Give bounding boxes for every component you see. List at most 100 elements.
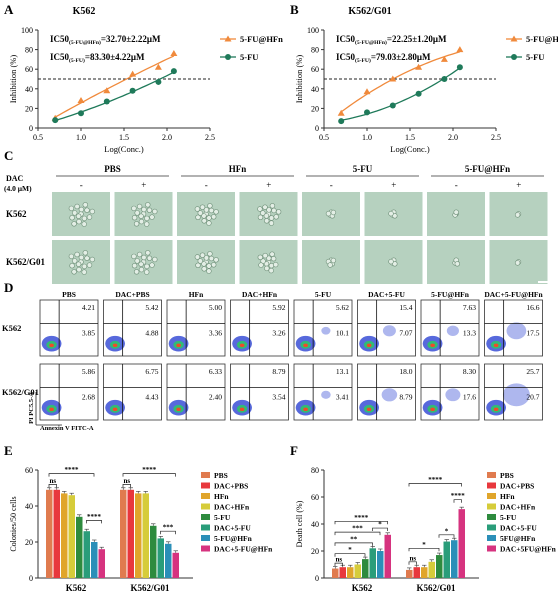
legend-label: 5FU@HFn bbox=[500, 534, 536, 543]
bar bbox=[339, 567, 346, 578]
cell bbox=[264, 218, 270, 224]
cell bbox=[71, 269, 77, 275]
plot-frame bbox=[103, 363, 162, 421]
bar bbox=[91, 542, 98, 578]
category-label: K562 bbox=[66, 583, 87, 593]
condition-label: 5-FU bbox=[315, 290, 332, 299]
category-label: K562/G01 bbox=[130, 583, 170, 593]
y-axis-label: Colonies/50 cells bbox=[9, 496, 18, 551]
panel-label-a: A bbox=[4, 2, 14, 17]
bar bbox=[135, 493, 142, 578]
legend-swatch bbox=[487, 482, 496, 489]
x-axis-label: Log(Conc.) bbox=[390, 144, 430, 154]
cell bbox=[86, 262, 93, 268]
bar bbox=[83, 531, 90, 578]
legend-swatch bbox=[201, 472, 210, 478]
cell bbox=[149, 262, 155, 268]
cell bbox=[144, 263, 150, 270]
event-cloud-peak bbox=[366, 343, 372, 348]
event-spread bbox=[321, 390, 331, 399]
sig-label: **** bbox=[451, 492, 466, 500]
sig-label: **** bbox=[142, 466, 157, 474]
bar bbox=[142, 493, 149, 578]
cell bbox=[138, 213, 144, 219]
condition-label: DAC+PBS bbox=[115, 290, 149, 299]
bar bbox=[98, 549, 105, 578]
bar bbox=[332, 568, 339, 578]
x-axis-label: Log(Conc.) bbox=[104, 144, 144, 154]
cell bbox=[74, 203, 80, 210]
sig-label: **** bbox=[354, 514, 369, 522]
y-tick-label: 100 bbox=[21, 26, 33, 35]
cell bbox=[69, 263, 75, 269]
event-spread bbox=[506, 322, 527, 340]
cell bbox=[330, 209, 337, 216]
event-cloud-peak bbox=[303, 407, 308, 412]
upper-right-value: 6.75 bbox=[145, 367, 158, 376]
lower-right-value: 3.26 bbox=[272, 329, 285, 338]
chart-a: K562 0 20 40 60 80 100 0.5 1.0 1.5 2.0 2.5 Log(Conc.… bbox=[8, 6, 283, 154]
legend-label: DAC+HFn bbox=[214, 503, 250, 512]
cell bbox=[134, 210, 140, 216]
upper-right-value: 5.00 bbox=[209, 303, 222, 312]
cell bbox=[82, 202, 89, 208]
lower-right-value: 3.41 bbox=[336, 393, 349, 402]
bar bbox=[458, 509, 465, 578]
cell bbox=[327, 262, 333, 268]
y-tick-label: 20 bbox=[25, 104, 33, 113]
cell bbox=[270, 256, 277, 262]
chart-b: K562/G01 0 20 40 60 80 100 0.5 1.0 1.5 2.0 2.5 Log(C… bbox=[294, 6, 558, 154]
sig-label: **** bbox=[65, 466, 80, 474]
bar bbox=[76, 516, 83, 578]
x-axis-label: Annexin V FITC-A bbox=[40, 425, 94, 432]
bar bbox=[347, 567, 354, 578]
cell bbox=[213, 257, 219, 263]
y-axis-label: Inhibition (%) bbox=[8, 55, 18, 104]
cell bbox=[152, 208, 158, 215]
group-label: 5-FU@HFn bbox=[465, 164, 510, 174]
bar bbox=[443, 541, 450, 578]
condition-label: DAC+5-FU@HFn bbox=[484, 290, 543, 299]
cell bbox=[71, 258, 78, 264]
panel-label-d: D bbox=[4, 280, 13, 295]
y-tick-label: 60 bbox=[25, 65, 33, 74]
legend-swatch bbox=[487, 524, 496, 531]
sig-bracket bbox=[48, 484, 57, 488]
x-tick-label: 1.5 bbox=[405, 133, 415, 142]
legend-label: 5-FU bbox=[500, 513, 517, 522]
event-spread bbox=[446, 325, 459, 336]
legend-label: 5-FU@HFn bbox=[214, 534, 253, 543]
bar bbox=[377, 551, 384, 578]
x-tick-label: 0.5 bbox=[33, 133, 43, 142]
bar bbox=[61, 493, 68, 578]
legend-label: DAC+PBS bbox=[214, 482, 248, 491]
ic50-annotation-2: IC50(5-FU)=79.03±2.80μM bbox=[336, 52, 431, 64]
cell bbox=[194, 254, 201, 260]
cell bbox=[145, 202, 151, 208]
panel-label-e: E bbox=[4, 443, 13, 458]
cell bbox=[258, 262, 264, 268]
cell bbox=[388, 258, 394, 265]
cell bbox=[89, 256, 96, 263]
cell bbox=[330, 257, 337, 264]
condition-label: DAC+5-FU bbox=[368, 290, 405, 299]
lower-right-value: 3.36 bbox=[209, 329, 222, 338]
data-point bbox=[337, 109, 345, 116]
sig-label: **** bbox=[428, 476, 443, 484]
upper-right-value: 5.86 bbox=[82, 367, 95, 376]
cell bbox=[81, 263, 88, 270]
cell bbox=[201, 218, 207, 224]
panel-label-c: C bbox=[4, 148, 13, 163]
data-point bbox=[129, 87, 136, 94]
sig-bracket bbox=[334, 520, 388, 525]
category-label: K562/G01 bbox=[416, 583, 456, 593]
chart-title: K562/G01 bbox=[348, 6, 391, 17]
upper-right-value: 6.33 bbox=[209, 367, 222, 376]
x-tick-label: 2.0 bbox=[448, 133, 458, 142]
lower-right-value: 10.1 bbox=[336, 329, 349, 338]
dac-plus: + bbox=[141, 180, 146, 190]
sig-bracket bbox=[372, 527, 388, 532]
bar bbox=[127, 489, 134, 578]
sig-label: *** bbox=[163, 524, 174, 532]
